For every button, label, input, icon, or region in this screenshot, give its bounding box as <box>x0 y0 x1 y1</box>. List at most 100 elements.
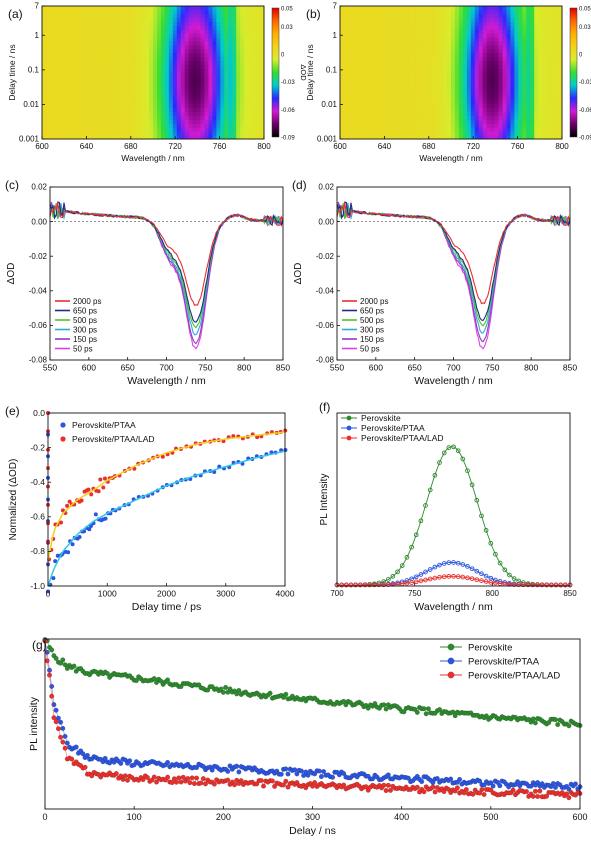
heatmap-cell <box>105 103 110 109</box>
heatmap-cell <box>439 68 444 73</box>
heatmap-cell <box>121 6 126 11</box>
heatmap-cell <box>180 9 186 15</box>
heatmap-cell <box>379 92 384 97</box>
data-point <box>493 580 498 586</box>
heatmap-cell <box>61 88 67 93</box>
heatmap-cell <box>371 45 377 50</box>
heatmap-cell <box>188 115 194 120</box>
heatmap-cell <box>204 80 209 85</box>
heatmap-cell <box>343 131 349 136</box>
heatmap-cell <box>439 52 444 58</box>
heatmap-cell <box>347 60 353 66</box>
heatmap-cell <box>395 111 400 116</box>
heatmap-cell <box>113 131 118 136</box>
heatmap-cell <box>340 131 345 136</box>
data-point <box>87 527 92 532</box>
heatmap-cell <box>121 127 126 132</box>
heatmap-cell <box>244 115 249 120</box>
heatmap-cell <box>153 92 158 97</box>
heatmap-cell <box>101 56 106 62</box>
heatmap-cell <box>117 37 122 42</box>
heatmap-cell <box>133 60 138 66</box>
heatmap-cell <box>141 45 146 50</box>
heatmap-cell <box>228 131 233 136</box>
heatmap-cell <box>454 60 460 66</box>
heatmap-cell <box>490 92 495 97</box>
heatmap-cell <box>97 119 102 124</box>
heatmap-cell <box>498 80 503 85</box>
heatmap-cell <box>125 29 130 34</box>
heatmap-cell <box>156 111 162 116</box>
heatmap-cell <box>260 64 265 69</box>
heatmap-cell <box>367 107 373 113</box>
heatmap-cell <box>192 123 197 128</box>
heatmap-cell <box>340 107 345 113</box>
heatmap-cell <box>69 68 75 73</box>
heatmap-cell <box>395 135 400 140</box>
heatmap-cell <box>256 88 261 93</box>
heatmap-cell <box>387 135 392 140</box>
heatmap-cell <box>77 49 83 54</box>
heatmap-cell <box>180 25 186 30</box>
heatmap-cell <box>490 9 495 15</box>
heatmap-cell <box>371 52 377 58</box>
heatmap-cell <box>188 25 194 30</box>
heatmap-cell <box>526 21 531 26</box>
heatmap-cell <box>490 41 495 46</box>
heatmap-cell <box>447 33 452 38</box>
heatmap-cell <box>69 37 75 42</box>
heatmap-cell <box>423 60 428 66</box>
heatmap-cell <box>538 80 543 85</box>
heatmap-cell <box>490 68 495 73</box>
heatmap-cell <box>403 127 408 132</box>
heatmap-cell <box>482 135 488 140</box>
heatmap-cell <box>129 123 134 128</box>
heatmap-cell <box>81 131 86 136</box>
heatmap-cell <box>550 95 555 101</box>
y-tick-label: 0.01 <box>23 100 39 109</box>
heatmap-cell <box>109 111 114 116</box>
heatmap-cell <box>435 45 440 50</box>
heatmap-cell <box>451 111 456 116</box>
data-point <box>451 444 456 450</box>
heatmap-cell <box>502 123 507 128</box>
heatmap-cell <box>518 95 523 101</box>
heatmap-cell <box>145 41 150 46</box>
heatmap-cell <box>73 6 79 11</box>
heatmap-cell <box>466 6 472 11</box>
heatmap-cell <box>156 95 162 101</box>
heatmap-cell <box>45 115 51 120</box>
heatmap-cell <box>248 49 253 54</box>
heatmap-cell <box>113 80 118 85</box>
heatmap-cell <box>65 64 71 69</box>
heatmap-cell <box>153 135 158 140</box>
data-point <box>58 520 63 525</box>
heatmap-cell <box>395 76 400 81</box>
heatmap-cell <box>184 103 190 109</box>
heatmap-cell <box>121 49 126 54</box>
heatmap-cell <box>176 9 182 15</box>
heatmap-cell <box>256 33 261 38</box>
heatmap-cell <box>340 127 345 132</box>
heatmap-cell <box>184 107 190 113</box>
heatmap-cell <box>93 103 98 109</box>
heatmap-cell <box>252 131 257 136</box>
heatmap-cell <box>256 80 261 85</box>
y-axis-label: Delay time / ns <box>305 44 315 100</box>
heatmap-cell <box>538 131 543 136</box>
kinetics-panel-e: 0 1000 2000 3000 40000.0-0.2-0.4-0.6-0.8-1.0… <box>5 404 295 613</box>
heatmap-cell <box>554 60 559 66</box>
heatmap-cell <box>439 60 444 66</box>
heatmap-cell <box>435 131 440 136</box>
heatmap-cell <box>506 60 511 66</box>
heatmap-cell <box>387 45 392 50</box>
heatmap-cell <box>42 84 47 89</box>
heatmap-cell <box>498 76 503 81</box>
heatmap-cell <box>379 135 384 140</box>
heatmap-cell <box>510 107 515 113</box>
heatmap-cell <box>97 37 102 42</box>
heatmap-cell <box>407 29 412 34</box>
heatmap-cell <box>431 80 436 85</box>
heatmap-cell <box>399 33 404 38</box>
heatmap-cell <box>105 84 110 89</box>
